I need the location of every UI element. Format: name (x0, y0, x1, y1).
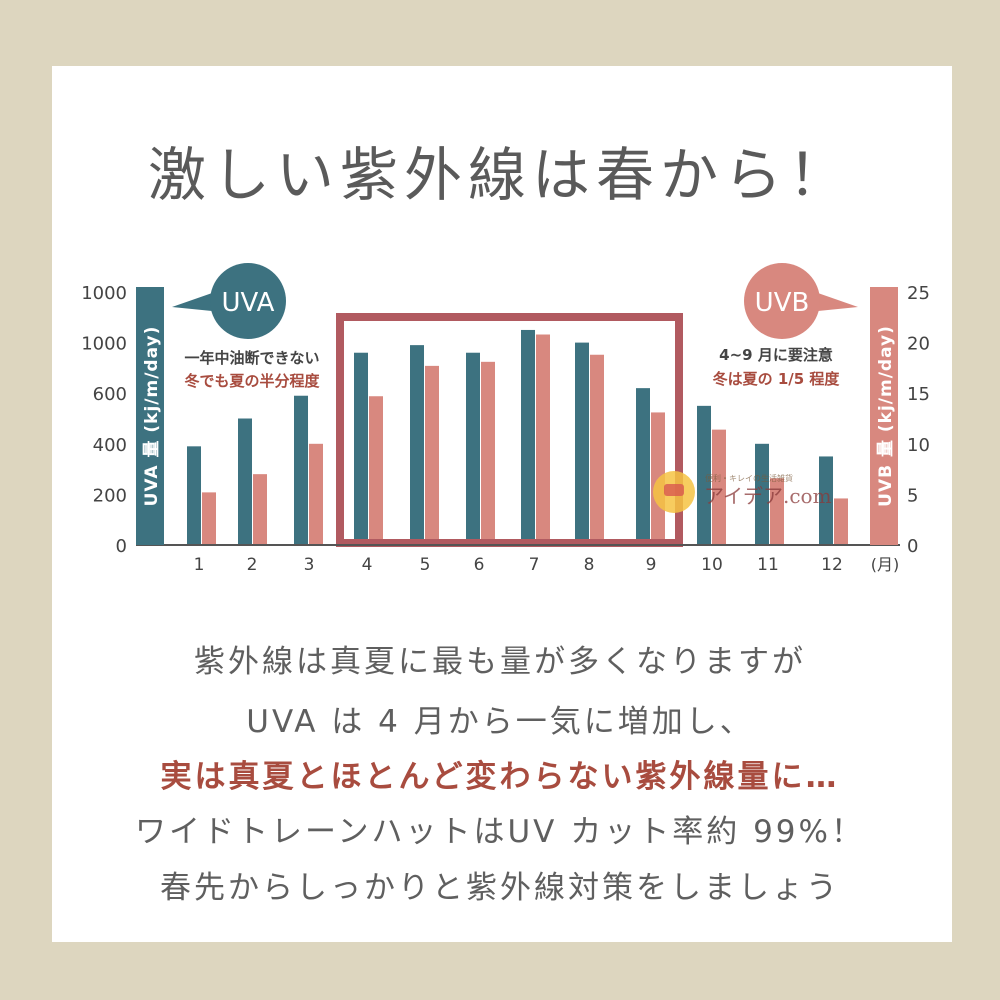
uva-bar-12 (819, 456, 833, 545)
uvb-bar-4 (369, 396, 383, 545)
uvb-bubble-tail (808, 292, 858, 312)
x-tick-label: 12 (821, 555, 843, 575)
uva-bubble-tail (172, 292, 222, 312)
uvb-note-1: 4~9 月に要注意 (719, 346, 833, 364)
right-tick-label: 20 (907, 334, 930, 355)
right-axis-band (870, 287, 898, 545)
left-tick-label: 1000 (81, 334, 127, 355)
uva-bar-4 (354, 352, 368, 545)
x-tick-label: 3 (304, 555, 315, 575)
uva-bar-7 (521, 329, 535, 545)
logo-name: アイデア.com (704, 484, 832, 508)
uvb-bar-12 (834, 498, 848, 545)
left-axis-label: UVA 量 (kj/m/day) (141, 326, 162, 507)
uvb-note-2: 冬は夏の 1/5 程度 (713, 370, 841, 388)
left-tick-label: 600 (93, 384, 127, 405)
right-tick-label: 0 (907, 536, 918, 557)
body-line-5: 春先からしっかりと紫外線対策をしましょう (160, 870, 840, 906)
right-tick-label: 5 (907, 485, 918, 506)
uva-note-2: 冬でも夏の半分程度 (184, 372, 320, 390)
x-tick-label: 6 (474, 555, 485, 575)
x-unit-label: (月) (871, 555, 900, 574)
uva-bar-2 (238, 418, 252, 545)
uva-bar-11 (755, 443, 769, 545)
uvb-bar-7 (536, 334, 550, 545)
right-tick-label: 15 (907, 384, 930, 405)
uvb-bar-11 (770, 478, 784, 545)
body-line-2: UVA は 4 月から一気に増加し、 (246, 704, 754, 740)
x-tick-label: 11 (757, 555, 779, 575)
x-tick-label: 10 (701, 555, 723, 575)
uv-chart: 1 2 3 4 5 6 7 8 9 10 11 12 (月)UVA 量 (kj/m/day)020040… (81, 263, 930, 575)
left-tick-label: 0 (116, 536, 127, 557)
right-tick-label: 10 (907, 435, 930, 456)
uva-bar-5 (410, 345, 424, 545)
left-tick-label: 200 (93, 485, 127, 506)
uvb-bar-3 (309, 443, 323, 545)
uvb-bar-5 (425, 365, 439, 545)
page-title: 激しい紫外線は春から！ (147, 141, 852, 209)
left-tick-label: 400 (93, 435, 127, 456)
highlight-box (336, 313, 683, 547)
x-tick-label: 1 (194, 555, 205, 575)
body-line-4: ワイドトレーンハットはUV カット率約 99%！ (135, 814, 865, 850)
uvb-bar-2 (253, 474, 267, 545)
uvb-bar-6 (481, 361, 495, 545)
logo-tagline: 便利・キレイの生活雑貨 (705, 473, 793, 483)
body-line-1: 紫外線は真夏に最も量が多くなりますが (194, 644, 806, 680)
uvb-bar-8 (590, 354, 604, 545)
x-tick-label: 5 (420, 555, 431, 575)
x-tick-label: 8 (584, 555, 595, 575)
uvb-bar-10 (712, 429, 726, 545)
left-axis-band (136, 287, 164, 545)
logo-icon-shop (664, 484, 684, 496)
left-tick-label: 1000 (81, 283, 127, 304)
uvb-bar-1 (202, 492, 216, 545)
right-tick-label: 25 (907, 283, 930, 304)
x-tick-label: 7 (529, 555, 540, 575)
right-axis-label: UVB 量 (kj/m/day) (875, 325, 896, 507)
uva-bar-9 (636, 388, 650, 545)
uvb-bubble-label: UVB (755, 288, 810, 318)
uva-bubble (210, 263, 286, 339)
x-tick-label: 9 (646, 555, 657, 575)
uva-bubble-label: UVA (222, 288, 275, 318)
uva-bar-6 (466, 352, 480, 545)
uva-bar-10 (697, 405, 711, 545)
uva-bar-1 (187, 446, 201, 545)
uva-bar-3 (294, 395, 308, 545)
body-line-highlight: 実は真夏とほとんど変わらない紫外線量に… (160, 759, 840, 795)
uva-note-1: 一年中油断できない (184, 349, 319, 367)
uvb-bubble (744, 263, 820, 339)
x-tick-label: 4 (362, 555, 373, 575)
x-tick-label: 2 (247, 555, 258, 575)
uva-bar-8 (575, 342, 589, 545)
